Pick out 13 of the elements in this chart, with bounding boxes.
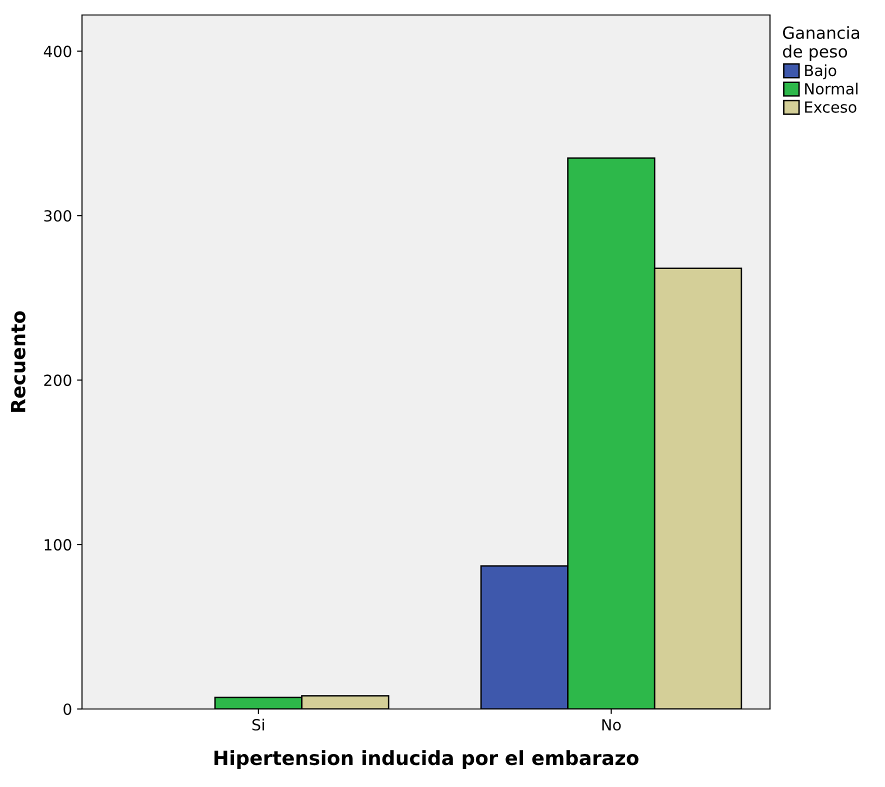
y-axis-title: Recuento [11, 311, 26, 412]
x-axis-title: Hipertension inducida por el embarazo [214, 750, 638, 769]
legend-title: Ganancia de peso [783, 26, 860, 61]
y-tick-label: 200 [44, 374, 72, 386]
y-tick-label: 300 [44, 210, 72, 222]
y-tick-label: 400 [44, 46, 72, 58]
legend-label: Normal [805, 82, 858, 95]
legend-label: Bajo [805, 64, 836, 80]
legend-label: Exceso [805, 101, 856, 113]
y-tick-label: 100 [44, 539, 72, 551]
x-tick-label: No [602, 719, 621, 731]
y-tick-label: 0 [64, 703, 72, 716]
x-tick-label: Si [252, 718, 264, 731]
